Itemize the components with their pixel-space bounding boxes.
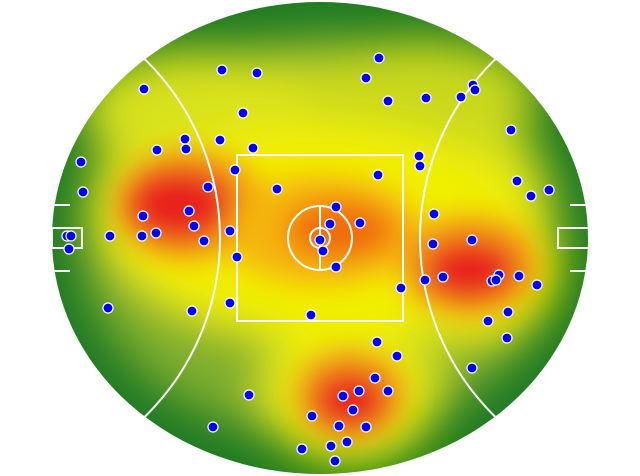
point [502, 306, 514, 318]
point [466, 234, 478, 246]
point [337, 390, 349, 402]
point [466, 362, 478, 374]
point [455, 91, 467, 103]
point [391, 350, 403, 362]
point [382, 95, 394, 107]
point [102, 302, 114, 314]
point [341, 436, 353, 448]
point [198, 235, 210, 247]
point [231, 251, 243, 263]
point [137, 210, 149, 222]
point [325, 440, 337, 452]
point [150, 227, 162, 239]
point [360, 72, 372, 84]
point [296, 443, 308, 455]
point [395, 282, 407, 294]
point [247, 142, 259, 154]
point [237, 107, 249, 119]
point [216, 64, 228, 76]
point [501, 332, 513, 344]
point [525, 190, 537, 202]
point [65, 230, 77, 242]
point [353, 385, 365, 397]
point [207, 421, 219, 433]
point [420, 92, 432, 104]
point [136, 230, 148, 242]
point [186, 305, 198, 317]
point [229, 164, 241, 176]
point [243, 389, 255, 401]
point [382, 385, 394, 397]
point [75, 156, 87, 168]
point [469, 84, 481, 96]
point [505, 124, 517, 136]
point [183, 205, 195, 217]
point [77, 186, 89, 198]
point [330, 261, 342, 273]
point [428, 208, 440, 220]
point [543, 184, 555, 196]
point [224, 225, 236, 237]
point [180, 143, 192, 155]
point [482, 315, 494, 327]
point [360, 421, 372, 433]
point [371, 336, 383, 348]
point [179, 133, 191, 145]
point [347, 404, 359, 416]
point [373, 52, 385, 64]
point [437, 271, 449, 283]
point [104, 230, 116, 242]
point [306, 410, 318, 422]
point [511, 175, 523, 187]
point [224, 297, 236, 309]
point [202, 181, 214, 193]
point [214, 134, 226, 146]
point [419, 274, 431, 286]
point [513, 270, 525, 282]
point [271, 183, 283, 195]
point [251, 67, 263, 79]
point [151, 144, 163, 156]
point [138, 83, 150, 95]
point [354, 217, 366, 229]
point [324, 218, 336, 230]
point [372, 169, 384, 181]
point [427, 238, 439, 250]
point [330, 201, 342, 213]
point [317, 245, 329, 257]
point [63, 243, 75, 255]
point [414, 160, 426, 172]
point [329, 455, 341, 467]
point [333, 420, 345, 432]
point [531, 279, 543, 291]
point [369, 372, 381, 384]
point [314, 234, 326, 246]
point [490, 274, 502, 286]
point [305, 309, 317, 321]
point [413, 150, 425, 162]
point [188, 220, 200, 232]
